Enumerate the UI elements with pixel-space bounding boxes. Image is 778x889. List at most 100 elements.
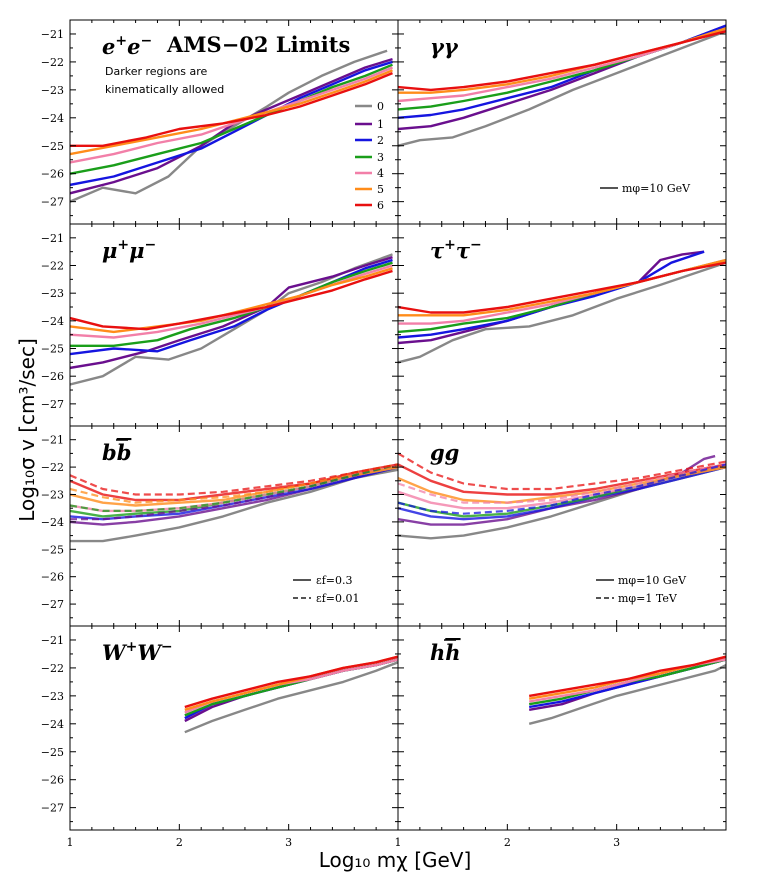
panel-title: gg (430, 440, 459, 465)
title-part: e (127, 34, 140, 59)
panel-3: τ+τ− (397, 223, 727, 427)
y-tick-label: −22 (41, 260, 64, 273)
legend-label-2: 2 (377, 134, 384, 147)
title-sup: + (115, 33, 127, 49)
y-tick-label: −26 (41, 370, 64, 383)
x-tick-label: 3 (613, 836, 620, 849)
title-part: τ (456, 238, 471, 263)
y-tick-label: −24 (41, 718, 64, 731)
series-line-6 (398, 30, 726, 92)
series-group (398, 452, 726, 540)
panel-4: −21 −22 −23 −24 −25 −26 −27 bb (41, 425, 399, 627)
series-group (70, 253, 393, 386)
legend-label-1: 1 (377, 118, 384, 131)
panel-7: 1 2 3 hh (395, 625, 727, 849)
series-line-6 (184, 655, 398, 709)
series-line-0 (184, 661, 398, 734)
series-line-0 (528, 664, 726, 725)
panel-1: γγ (397, 19, 727, 225)
color-legend: 0 1 2 3 4 5 6 (355, 100, 384, 212)
x-axis-title: Log₁₀ mχ [GeV] (319, 848, 472, 872)
series-line-0 (70, 49, 388, 203)
series-line-6 (70, 269, 393, 331)
series-line-1 (70, 256, 393, 370)
note-line-1: Darker regions are (105, 65, 208, 78)
y-tick-label: −25 (41, 140, 64, 153)
mphi-legend-gammagamma: mφ=10 GeV (600, 182, 691, 195)
mphi-legend-gg: mφ=10 GeV mφ=1 TeV (596, 574, 687, 605)
y-tick-label: −26 (41, 774, 64, 787)
panel-title: bb (102, 440, 131, 465)
x-tick-label: 1 (395, 836, 402, 849)
title-part: b (102, 440, 117, 465)
panel-title: hh (430, 640, 461, 665)
y-tick-label: −24 (41, 315, 64, 328)
title-part: μ (102, 238, 117, 263)
panel-title: γγ (430, 34, 459, 59)
panel-2: −21−22−23−24−25−26−27μ+μ− (41, 223, 399, 427)
x-tick-label: 2 (176, 836, 183, 849)
y-tick-label: −21 (41, 434, 64, 447)
panel-5: gg (397, 425, 727, 627)
y-tick-label: −22 (41, 56, 64, 69)
series-line-4-dashed- (398, 463, 726, 504)
series-line-6 (70, 463, 398, 502)
series-line-6-dashed- (70, 463, 398, 496)
y-tick-label: −22 (41, 662, 64, 675)
x-tick-label: 3 (285, 836, 292, 849)
y-tick-label: −24 (41, 112, 64, 125)
title-sup: − (161, 639, 173, 655)
legend-label-mphi-dashed: mφ=1 TeV (618, 592, 678, 605)
title-part-overlined: h (445, 640, 460, 665)
y-tick-label: −26 (41, 168, 64, 181)
series-group (398, 250, 726, 364)
y-tick-label: −21 (41, 232, 64, 245)
y-tick-label: −23 (41, 488, 64, 501)
panel-title: μ+μ− (102, 237, 156, 263)
title-sup: − (140, 33, 152, 49)
series-line-6-dashed- (398, 452, 726, 491)
title-sup: − (144, 237, 156, 253)
series-line-3 (70, 63, 393, 175)
title-sup: − (470, 237, 482, 253)
title-sup: + (444, 237, 456, 253)
series-group (184, 655, 398, 734)
series-line-2 (70, 258, 393, 356)
title-sup: + (117, 237, 129, 253)
series-group (70, 463, 398, 543)
y-tick-label: −27 (41, 398, 64, 411)
title-sup: + (126, 639, 138, 655)
series-line-6 (528, 655, 726, 698)
legend-label-3: 3 (377, 151, 384, 164)
y-tick-label: −23 (41, 690, 64, 703)
panel-frame (397, 625, 727, 831)
series-line-2 (70, 60, 393, 187)
series-line-0 (398, 261, 726, 364)
series-group (528, 655, 726, 725)
legend-label-4: 4 (377, 167, 384, 180)
series-line-5 (70, 69, 393, 156)
y-tick-label: −27 (41, 802, 64, 815)
series-line-2 (70, 465, 398, 521)
legend-label-0: 0 (377, 100, 384, 113)
series-line-6 (398, 261, 726, 314)
legend-label-5: 5 (377, 183, 384, 196)
y-tick-label: −25 (41, 746, 64, 759)
legend-label-eps-dashed: εf=0.01 (316, 592, 359, 605)
y-tick-label: −21 (41, 634, 64, 647)
x-tick-label: 1 (67, 836, 74, 849)
y-tick-label: −22 (41, 461, 64, 474)
title-part: μ (129, 238, 144, 263)
note-line-2: kinematically allowed (105, 83, 224, 96)
legend-label-mphi: mφ=10 GeV (622, 182, 691, 195)
panels: −21−22−23−24−25−26−27e+e− γγ−21−22−23−24−… (41, 19, 727, 849)
series-line-0 (398, 30, 726, 147)
panel-title: e+e− (102, 33, 152, 59)
y-axis-title: Log₁₀σ v [cm³/sec] (15, 338, 39, 522)
series-line-3 (70, 261, 393, 347)
legend-label-mphi-solid: mφ=10 GeV (618, 574, 687, 587)
y-tick-label: −25 (41, 543, 64, 556)
eps-legend: εf=0.3 εf=0.01 (293, 574, 359, 605)
